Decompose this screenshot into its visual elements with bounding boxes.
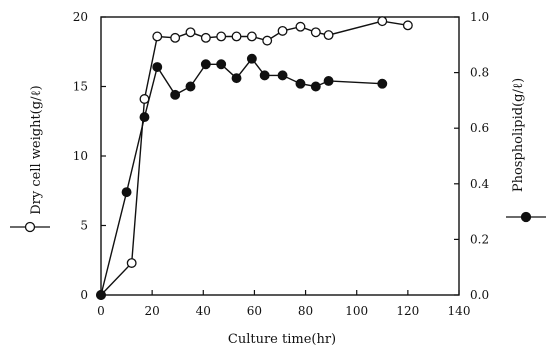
- left-y-tick-label: 5: [80, 219, 88, 233]
- dry-cell-weight-point: [231, 31, 242, 42]
- right-y-tick-label: 0.4: [470, 177, 489, 191]
- phospholipid-point: [323, 75, 334, 86]
- right-legend-marker: [506, 211, 546, 223]
- phospholipid-point: [121, 187, 132, 198]
- left-legend-marker: [10, 221, 50, 233]
- right-y-tick-label: 0.0: [470, 288, 489, 302]
- left-y-tick-label: 10: [73, 149, 88, 163]
- plot-frame: [100, 16, 460, 296]
- phospholipid-point: [377, 78, 388, 89]
- dry-cell-weight-point: [185, 27, 196, 38]
- x-tick-label: 20: [145, 304, 160, 318]
- phospholipid-point: [185, 81, 196, 92]
- right-y-tick-label: 0.6: [470, 121, 489, 135]
- left-y-axis: 0 5 10 15 20: [73, 10, 106, 302]
- x-tick-label: 60: [247, 304, 262, 318]
- phospholipid-point: [231, 73, 242, 84]
- x-axis-title: Culture time(hr): [228, 332, 336, 347]
- dry-cell-weight-point: [126, 258, 137, 268]
- dry-cell-weight-point: [170, 32, 181, 43]
- phospholipid-point: [277, 70, 288, 81]
- dry-cell-weight-point: [277, 25, 288, 36]
- dry-cell-weight-point: [246, 31, 257, 42]
- series-points: [96, 16, 413, 300]
- right-y-tick-label: 0.8: [470, 66, 489, 80]
- dry-cell-weight-point: [152, 31, 163, 42]
- phospholipid-point: [96, 290, 106, 300]
- left-y-axis-title: Dry cell weight(g/ℓ): [29, 85, 44, 215]
- left-y-tick-label: 20: [73, 10, 88, 24]
- phospholipid-point: [139, 112, 150, 123]
- plot-border: [100, 16, 460, 296]
- right-y-axis: 0.0 0.2 0.4 0.6 0.8 1.0: [454, 10, 489, 302]
- phospholipid-point: [170, 89, 181, 100]
- phospholipid-point: [216, 59, 227, 70]
- phospholipid-point: [200, 59, 211, 70]
- dry-cell-weight-point: [200, 32, 211, 43]
- left-y-tick-label: 0: [80, 288, 88, 302]
- dry-cell-weight-point: [402, 20, 413, 31]
- x-axis: 0 20 40 60 80 100 120 140: [97, 290, 470, 318]
- phospholipid-line: [100, 57, 383, 296]
- phospholipid-point: [246, 53, 257, 64]
- dry-cell-weight-point: [216, 31, 227, 42]
- right-y-tick-label: 0.2: [470, 232, 489, 246]
- left-y-tick-label: 15: [73, 80, 88, 94]
- x-tick-label: 0: [97, 304, 105, 318]
- x-tick-label: 140: [448, 304, 471, 318]
- phospholipid-point: [152, 62, 163, 72]
- x-tick-label: 120: [396, 304, 419, 318]
- x-tick-label: 40: [196, 304, 211, 318]
- dry-cell-weight-point: [377, 16, 388, 27]
- dry-cell-weight-point: [139, 94, 150, 104]
- dry-cell-weight-point: [295, 21, 306, 32]
- x-tick-label: 80: [298, 304, 313, 318]
- right-y-tick-label: 1.0: [470, 10, 489, 24]
- dry-cell-weight-point: [262, 35, 273, 46]
- phospholipid-point: [310, 81, 321, 92]
- dry-cell-weight-point: [323, 30, 334, 41]
- phospholipid-point: [295, 78, 306, 89]
- x-tick-label: 100: [345, 304, 368, 318]
- phospholipid-point: [259, 70, 270, 81]
- right-y-axis-title: Phospholipid(g/ℓ): [511, 78, 526, 192]
- dry-cell-weight-point: [310, 27, 321, 38]
